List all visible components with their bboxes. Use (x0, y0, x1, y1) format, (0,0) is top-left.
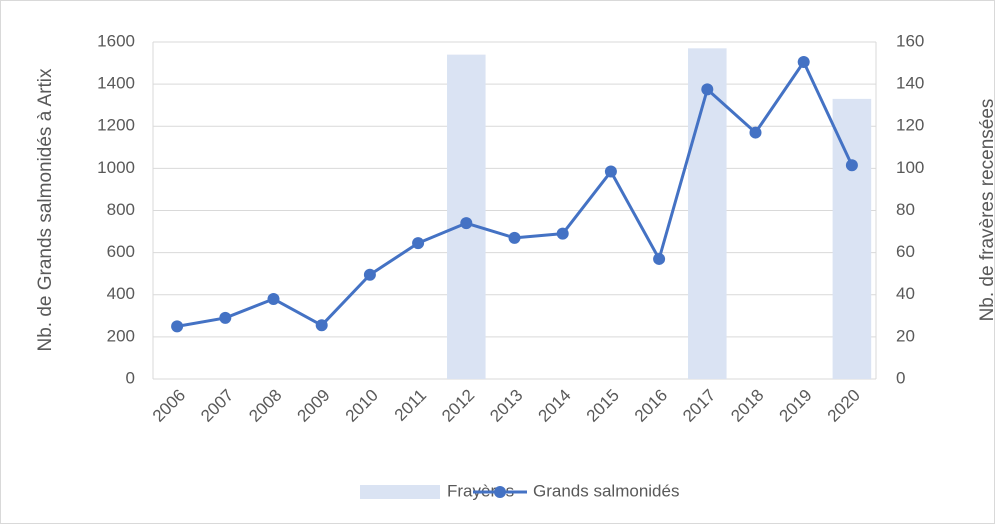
y-tick-label: 0 (126, 368, 135, 387)
point (171, 320, 184, 333)
y-tick-label: 800 (107, 200, 135, 219)
y-tick-label: 1400 (97, 74, 135, 93)
bar (447, 54, 486, 379)
point (219, 311, 232, 324)
point (653, 252, 666, 265)
point (845, 159, 858, 172)
point (508, 231, 521, 244)
y-tick-label: 400 (107, 284, 135, 303)
point (749, 126, 762, 139)
y-tick-label: 1000 (97, 158, 135, 177)
point (412, 237, 425, 250)
y-tick-label: 1200 (97, 116, 135, 135)
point (797, 56, 810, 69)
legend-label: Grands salmonidés (533, 481, 679, 500)
y2-tick-label: 40 (896, 284, 915, 303)
point (460, 217, 473, 230)
point (701, 83, 714, 96)
point (363, 268, 376, 281)
legend-swatch-marker (494, 486, 506, 498)
y2-tick-label: 80 (896, 200, 915, 219)
point (315, 319, 328, 332)
point (267, 292, 280, 305)
y2-tick-label: 20 (896, 326, 915, 345)
point (604, 165, 617, 178)
point (556, 227, 569, 240)
y-tick-label: 200 (107, 326, 135, 345)
y2-tick-label: 60 (896, 242, 915, 261)
y-tick-label: 600 (107, 242, 135, 261)
y2-tick-label: 120 (896, 116, 924, 135)
y-tick-label: 1600 (97, 31, 135, 50)
y2-axis-label: Nb. de fravères recensées (977, 99, 995, 322)
bar (832, 98, 872, 380)
bar (688, 48, 727, 379)
y2-tick-label: 0 (896, 368, 905, 387)
y2-tick-label: 100 (896, 158, 924, 177)
y2-tick-label: 160 (896, 31, 924, 50)
legend-swatch (360, 485, 440, 499)
y2-tick-label: 140 (896, 74, 924, 93)
y-axis-label: Nb. de Grands salmonidés à Artix (35, 68, 56, 352)
